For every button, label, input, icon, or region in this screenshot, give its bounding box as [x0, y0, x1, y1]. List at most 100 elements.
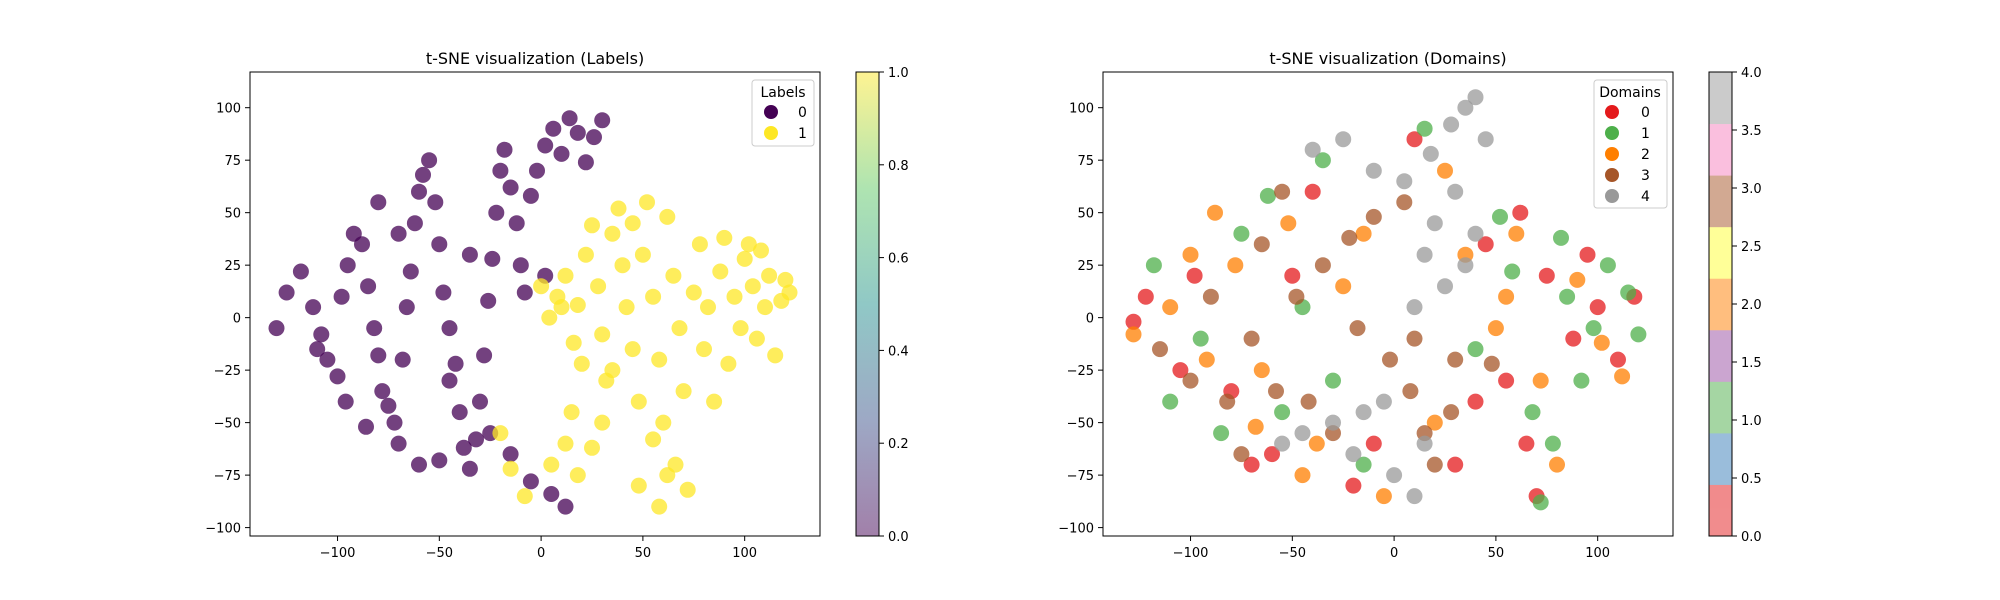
- scatter-point-series-1: [781, 284, 798, 301]
- scatter-point-series-0: [1467, 393, 1484, 410]
- scatter-point-series-1: [1274, 404, 1291, 421]
- scatter-point-series-2: [1247, 418, 1264, 435]
- scatter-point-series-2: [1569, 271, 1586, 288]
- colorbar-bin: [1709, 226, 1732, 279]
- legend-marker-0: [1605, 105, 1619, 119]
- scatter-point-series-0: [468, 431, 484, 448]
- scatter-point-series-2: [1487, 320, 1504, 337]
- scatter-point-series-0: [398, 299, 415, 316]
- scatter-point-series-0: [586, 129, 602, 146]
- scatter-point-series-0: [1304, 183, 1321, 200]
- scatter-point-series-4: [1457, 99, 1474, 116]
- scatter-point-series-1: [726, 288, 743, 305]
- scatter-point-series-1: [1192, 330, 1209, 347]
- scatter-point-series-1: [516, 488, 533, 505]
- scatter-point-series-2: [1198, 351, 1215, 368]
- legend-label-2: 2: [1641, 147, 1650, 163]
- scatter-point-series-1: [757, 299, 773, 316]
- scatter-point-series-0: [543, 486, 560, 502]
- colorbar-gradient: [856, 72, 879, 536]
- scatter-point-series-1: [634, 246, 651, 263]
- y-tick-label: 75: [224, 154, 241, 169]
- scatter-point-series-1: [1259, 187, 1276, 204]
- scatter-point-series-2: [1437, 162, 1453, 179]
- scatter-point-series-1: [1504, 263, 1521, 280]
- scatter-point-series-0: [411, 456, 427, 473]
- scatter-point-series-1: [569, 467, 586, 484]
- scatter-point-series-0: [394, 351, 411, 368]
- axes-frame: [1102, 71, 1674, 537]
- scatter-point-series-3: [1447, 351, 1464, 368]
- y-tick-label: 75: [1077, 154, 1094, 169]
- y-tick-label: 25: [1077, 259, 1094, 274]
- scatter-point-series-0: [496, 141, 513, 158]
- scatter-point-series-0: [435, 284, 452, 301]
- x-tick-label: 0: [1390, 546, 1398, 561]
- colorbar-tick-label: 1.0: [1741, 414, 1762, 429]
- scatter-point-series-0: [441, 320, 458, 337]
- scatter-point-series-0: [545, 120, 562, 137]
- scatter-point-series-1: [665, 267, 682, 284]
- colorbar-bin: [1709, 432, 1732, 485]
- scatter-point-series-4: [1467, 225, 1484, 242]
- scatter-point-series-1: [569, 297, 586, 313]
- scatter-point-series-2: [1355, 225, 1372, 242]
- scatter-point-series-3: [1483, 355, 1500, 372]
- scatter-point-series-1: [1233, 225, 1250, 242]
- scatter-point-series-1: [610, 200, 627, 217]
- scatter-point-series-0: [370, 194, 387, 211]
- scatter-point-series-0: [508, 215, 525, 232]
- scatter-point-series-0: [502, 446, 519, 463]
- y-tick-label: −25: [1067, 364, 1094, 379]
- scatter-point-series-0: [1477, 236, 1494, 253]
- scatter-point-series-0: [553, 145, 570, 162]
- legend-marker-2: [1605, 147, 1619, 161]
- scatter-point-series-1: [563, 404, 580, 421]
- scatter-point-series-1: [594, 326, 611, 343]
- scatter-point-series-0: [1565, 330, 1582, 347]
- scatter-point-series-0: [529, 162, 545, 179]
- chart-title: t-SNE visualization (Domains): [1269, 49, 1506, 68]
- scatter-point-series-1: [543, 456, 560, 473]
- scatter-point-series-0: [278, 284, 295, 301]
- plot-area-domains: −100 −50 0 50 100 −100 −75 −50 −25 0 25 50 75 100: [1058, 71, 1674, 561]
- colorbar-tick-label: 0.8: [888, 159, 909, 174]
- scatter-point-series-4: [1274, 435, 1291, 452]
- scatter-point-series-0: [1512, 204, 1529, 221]
- scatter-point-series-0: [561, 110, 578, 127]
- colorbar-tick-label: 3.0: [1741, 182, 1762, 197]
- scatter-point-series-0: [1137, 288, 1154, 305]
- y-tick-label: −75: [214, 469, 241, 484]
- colorbar-bin: [1709, 381, 1732, 434]
- legend-label-0: 0: [1641, 105, 1650, 121]
- scatter-point-series-3: [1233, 446, 1250, 463]
- scatter-point-series-1: [1544, 435, 1561, 452]
- panel-labels: t-SNE visualization (Labels) −100 −50 0 50 1…: [205, 49, 908, 561]
- scatter-point-series-3: [1253, 236, 1270, 253]
- scatter-point-series-4: [1422, 145, 1439, 162]
- scatter-point-series-2: [1549, 456, 1565, 473]
- scatter-point-series-0: [1498, 372, 1515, 389]
- y-tick-label: −50: [1067, 417, 1094, 432]
- scatter-point-series-1: [706, 393, 723, 410]
- scatter-point-series-1: [594, 414, 611, 431]
- scatter-point-series-1: [1585, 320, 1602, 337]
- scatter-point-series-1: [618, 299, 635, 316]
- colorbar-tick-label: 0.2: [888, 437, 909, 452]
- scatter-point-series-1: [651, 498, 668, 515]
- scatter-point-series-2: [1253, 362, 1270, 379]
- scatter-point-series-0: [305, 299, 322, 316]
- scatter-point-series-0: [447, 355, 464, 372]
- scatter-point-series-0: [1172, 362, 1189, 379]
- scatter-point-series-1: [584, 439, 600, 456]
- legend-label-3: 3: [1641, 168, 1650, 184]
- colorbar-tick-label: 2.0: [1741, 298, 1762, 313]
- scatter-point-series-1: [1162, 393, 1179, 410]
- scatter-point-series-4: [1396, 173, 1413, 190]
- scatter-point-series-1: [1314, 152, 1331, 169]
- scatter-point-series-1: [614, 257, 631, 274]
- colorbar-tick-label: 0.5: [1741, 472, 1762, 487]
- scatter-point-series-1: [1492, 208, 1508, 225]
- scatter-points-domains: [1125, 89, 1647, 511]
- scatter-point-series-0: [360, 278, 377, 295]
